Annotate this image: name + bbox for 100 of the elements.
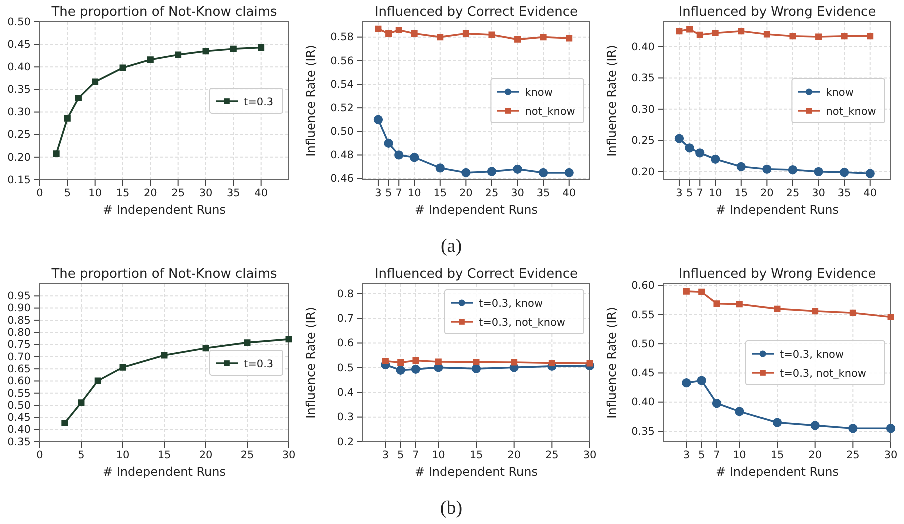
point: [841, 33, 848, 40]
point: [566, 35, 573, 42]
x-tick-label: 0: [36, 449, 44, 462]
y-axis-title: Influence Rate (IR): [304, 307, 318, 419]
point: [436, 164, 445, 173]
y-tick-label: 0.50: [632, 338, 655, 350]
point: [473, 359, 480, 366]
point: [564, 168, 574, 178]
x-tick-label: 15: [470, 449, 484, 462]
point: [735, 407, 744, 416]
point: [147, 56, 154, 64]
x-axis-title: # Independent Runs: [102, 203, 226, 217]
point: [676, 28, 683, 35]
point: [697, 376, 706, 386]
y-tick-label: 0.60: [8, 376, 31, 388]
y-tick-label: 0.40: [632, 396, 655, 409]
point: [514, 36, 522, 43]
legend-label: t=0.3: [244, 96, 274, 108]
y-tick-label: 0.35: [8, 436, 31, 448]
x-tick-label: 30: [511, 187, 524, 200]
x-axis-title: # Independent Runs: [716, 465, 840, 479]
point: [698, 288, 706, 296]
y-tick-label: 0.55: [8, 388, 31, 400]
legend-label: t=0.3, know: [780, 349, 844, 361]
y-axis-title: Influence Rate (IR): [304, 45, 318, 157]
y-tick-label: 0.45: [632, 368, 655, 380]
point: [696, 32, 704, 38]
x-tick-label: 7: [696, 187, 704, 200]
point: [774, 306, 781, 312]
y-tick-label: 0.52: [330, 102, 354, 114]
point: [410, 153, 420, 162]
point: [375, 26, 382, 32]
y-tick-label: 0.50: [8, 400, 31, 412]
point: [788, 165, 798, 175]
x-tick-label: 5: [698, 449, 706, 462]
x-tick-label: 5: [64, 187, 72, 200]
point: [244, 340, 251, 346]
y-tick-label: 0.5: [337, 362, 354, 374]
y-tick-label: 0.50: [8, 16, 31, 28]
point: [161, 352, 168, 359]
x-tick-label: 10: [88, 187, 102, 200]
point: [674, 134, 684, 144]
point: [711, 154, 720, 164]
y-tick-label: 0.56: [330, 55, 354, 68]
chart-title: Influenced by Correct Evidence: [374, 267, 578, 282]
y-tick-label: 0.35: [8, 84, 31, 96]
point: [712, 30, 719, 36]
point: [258, 44, 265, 51]
x-tick-label: 20: [459, 187, 473, 200]
y-tick-label: 0.30: [8, 106, 31, 119]
y-tick-label: 0.45: [8, 38, 31, 51]
x-tick-label: 10: [116, 449, 130, 462]
y-tick-label: 0.20: [632, 166, 655, 178]
chart-title: Influenced by Wrong Evidence: [678, 5, 876, 20]
point: [511, 359, 518, 366]
point: [888, 314, 894, 320]
x-tick-label: 40: [562, 187, 576, 200]
point: [840, 168, 850, 178]
y-tick-label: 0.58: [330, 32, 354, 44]
point: [396, 27, 402, 34]
point: [790, 33, 796, 40]
point: [488, 32, 496, 38]
chart-title: The proportion of Not-Know claims: [50, 5, 278, 20]
point: [682, 378, 692, 388]
y-tick-label: 0.40: [632, 41, 655, 54]
x-tick-label: 35: [536, 187, 550, 200]
y-tick-label: 0.75: [8, 339, 31, 352]
point: [64, 115, 71, 122]
point: [816, 34, 822, 40]
y-tick-label: 0.46: [330, 173, 354, 186]
point: [62, 420, 68, 427]
x-tick-label: 25: [545, 449, 559, 462]
x-tick-label: 30: [199, 187, 213, 200]
legend-label: not_know: [525, 106, 576, 118]
y-tick-label: 0.55: [632, 309, 655, 322]
x-tick-label: 35: [226, 187, 240, 200]
point: [886, 424, 896, 434]
point: [866, 169, 875, 178]
x-tick-label: 5: [78, 449, 85, 462]
y-tick-label: 0.70: [8, 351, 31, 364]
x-tick-label: 10: [732, 449, 746, 462]
x-tick-label: 7: [412, 449, 420, 462]
y-tick-label: 0.65: [8, 363, 31, 376]
point: [736, 301, 743, 308]
x-tick-label: 0: [36, 187, 44, 200]
point: [78, 400, 85, 406]
point: [812, 308, 819, 315]
point: [120, 64, 126, 72]
point: [772, 418, 782, 428]
point: [53, 150, 60, 158]
point: [75, 95, 82, 102]
point: [764, 31, 770, 38]
x-tick-label: 7: [714, 449, 720, 462]
x-tick-label: 25: [485, 187, 499, 200]
x-tick-label: 3: [375, 187, 382, 200]
text: (b): [440, 498, 463, 519]
x-tick-label: 7: [396, 187, 402, 200]
point: [286, 336, 292, 343]
y-tick-label: 0.15: [8, 174, 31, 186]
chart-title: Influenced by Correct Evidence: [374, 5, 578, 20]
